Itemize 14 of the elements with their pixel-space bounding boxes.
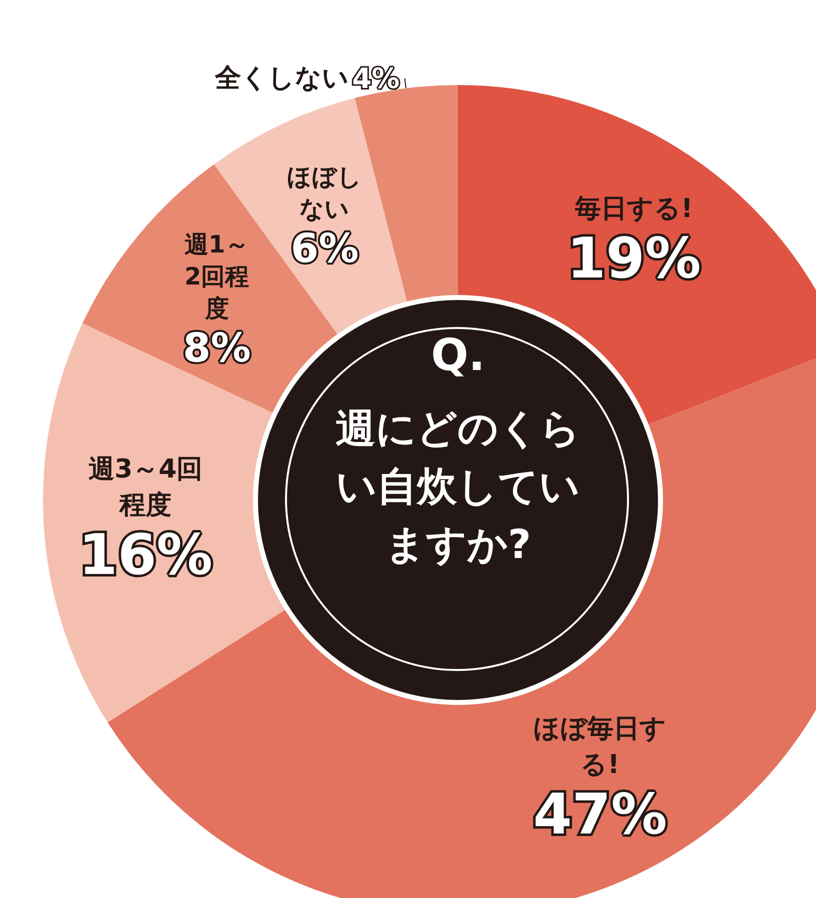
data-label: 19% — [566, 226, 701, 292]
text: Q. — [430, 330, 486, 381]
data-label: 6% — [290, 226, 359, 272]
slice-label: ほぼしない — [287, 162, 362, 223]
data-label: 16% — [78, 523, 213, 588]
slice-label: 週3～4回程度 — [88, 454, 203, 521]
data-label: 4% — [352, 62, 400, 95]
text: 週にどのくらい自炊していますか? — [334, 405, 582, 570]
slice-label: 週1～2回程度 — [184, 230, 250, 322]
slice-label: 全くしない — [214, 63, 349, 94]
data-label: 8% — [182, 325, 251, 372]
data-label: 47% — [533, 782, 668, 848]
slice-label: 毎日する! — [574, 194, 693, 224]
slice-label: ほぼ毎日する! — [534, 714, 667, 780]
